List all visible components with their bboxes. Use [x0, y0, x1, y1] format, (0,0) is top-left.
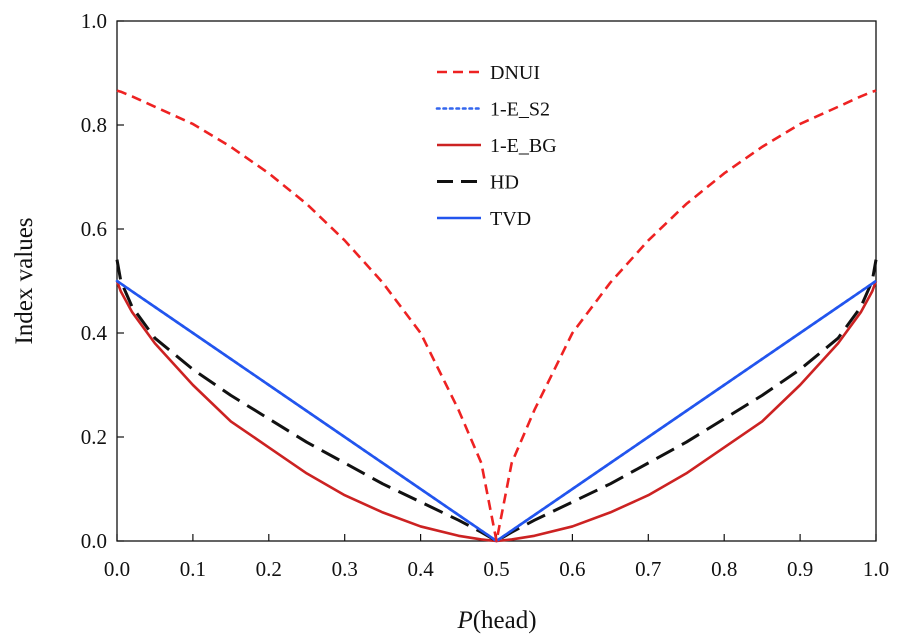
x-tick-label: 0.1: [180, 557, 206, 581]
series-line-tvd: [116, 279, 877, 543]
x-tick-label: 0.9: [787, 557, 813, 581]
legend: DNUI 1-E_S2 1-E_BG HD TVD: [435, 62, 557, 230]
y-tick-label: 0.6: [81, 217, 107, 241]
legend-label-dnui: DNUI: [490, 62, 540, 84]
y-axis: 0.0 0.2 0.4 0.6 0.8 1.0: [81, 9, 124, 553]
x-tick-label: 0.4: [407, 557, 434, 581]
x-tick-label: 0.0: [104, 557, 130, 581]
legend-label-tvd: TVD: [490, 208, 531, 230]
y-tick-label: 0.4: [81, 321, 108, 345]
series-line-hd: [115, 259, 878, 543]
x-tick-label: 0.6: [559, 557, 585, 581]
series-line-1-e-bg: [115, 280, 878, 543]
x-tick-label: 0.5: [483, 557, 509, 581]
x-tick-label: 0.2: [256, 557, 282, 581]
x-tick-label: 0.3: [332, 557, 358, 581]
y-tick-label: 0.0: [81, 529, 107, 553]
y-axis-title: Index values: [11, 217, 38, 344]
y-tick-label: 0.8: [81, 113, 107, 137]
legend-label-hd: HD: [490, 172, 519, 194]
x-tick-label: 0.7: [635, 557, 661, 581]
x-axis-title: P(head): [456, 607, 536, 634]
y-tick-label: 1.0: [81, 9, 107, 33]
series-line-1-e-s2: [115, 279, 878, 543]
legend-label-1-e-bg: 1-E_BG: [490, 135, 557, 157]
x-tick-label: 0.8: [711, 557, 737, 581]
series-line-dnui: [116, 89, 877, 543]
series-layer: [115, 89, 878, 543]
x-axis: 0.0 0.1 0.2 0.3 0.4 0.5 0.6 0.7 0.8 0.9 1.0: [104, 534, 889, 581]
y-tick-label: 0.2: [81, 425, 107, 449]
x-tick-label: 1.0: [863, 557, 889, 581]
legend-label-1-e-s2: 1-E_S2: [490, 99, 550, 121]
